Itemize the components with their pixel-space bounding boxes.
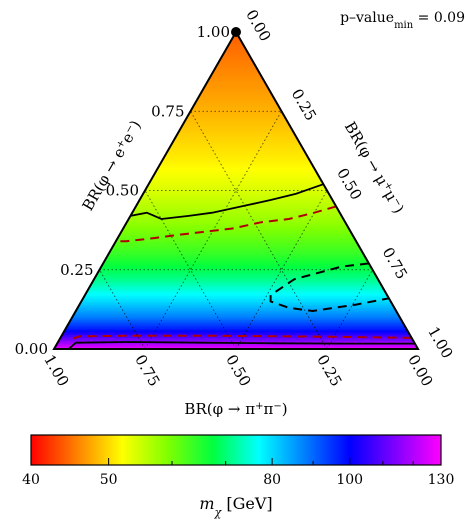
pipi-tick-2: 0.50 — [222, 352, 254, 390]
ee-tick-4: 1.00 — [197, 23, 230, 41]
colorbar-tick-marks — [30, 458, 442, 465]
mumu-tick-1: 0.25 — [288, 86, 320, 124]
ee-tick-2: 0.50 — [106, 182, 139, 200]
best-fit-point — [231, 27, 241, 37]
pvalue-annotation: p–valuemin = 0.09 — [340, 10, 465, 31]
pipi-label-suffix: ) — [282, 400, 288, 418]
pipi-tick-3: 0.25 — [313, 352, 345, 390]
pvalue-value: = 0.09 — [413, 10, 465, 26]
ee-tick-3: 0.75 — [151, 102, 184, 120]
ee-label-prefix: BR(φ → e — [79, 144, 129, 213]
pvalue-text: p–value — [340, 10, 394, 26]
contour-solid-0 — [130, 183, 324, 220]
pipi-axis-label: BR(φ → π+π−) — [184, 400, 287, 418]
pipi-label-prefix: BR(φ → π — [184, 400, 255, 418]
triangle-outline — [52, 29, 420, 350]
mumu-tick-4: 1.00 — [424, 324, 456, 362]
colorbar-label-base: m — [199, 494, 214, 513]
pipi-label-sup1: + — [255, 401, 263, 412]
colorbar-label: mχ [GeV] — [199, 494, 272, 519]
colorbar-tick-4: 130 — [428, 472, 455, 488]
pipi-tick-4: 0.00 — [404, 352, 436, 390]
contour-dashed-red-1 — [70, 334, 412, 341]
pipi-label-mid: π — [263, 400, 273, 418]
contour-dashed-red-0 — [115, 205, 337, 243]
mumu-tick-3: 0.75 — [379, 244, 411, 282]
pipi-axis-ticks: 1.00 0.75 0.50 0.25 0.00 — [40, 352, 436, 390]
contour-solid-1 — [68, 341, 415, 349]
colorbar-tick-0: 40 — [22, 472, 40, 488]
ee-tick-1: 0.25 — [60, 261, 93, 279]
colorbar-tick-labels: 40 50 80 100 130 — [22, 472, 454, 488]
contour-dashed-black-0 — [269, 262, 390, 313]
ee-tick-0: 0.00 — [15, 340, 48, 358]
pvalue-subscript: min — [394, 20, 414, 31]
mumu-tick-2: 0.50 — [333, 165, 365, 203]
pipi-label-sup2: − — [273, 401, 281, 412]
contour-layer — [68, 183, 415, 349]
colorbar-label-sub: χ — [214, 506, 223, 519]
pipi-tick-0: 1.00 — [40, 352, 72, 390]
colorbar-label-unit: [GeV] — [221, 494, 272, 513]
pipi-tick-1: 0.75 — [131, 352, 163, 390]
colorbar-tick-3: 100 — [336, 472, 363, 488]
colorbar-tick-1: 50 — [100, 472, 118, 488]
mumu-tick-0: 0.00 — [242, 7, 274, 45]
colorbar-tick-2: 80 — [263, 472, 281, 488]
ee-axis-ticks: 0.00 0.25 0.50 0.75 1.00 — [15, 23, 230, 358]
colorbar — [30, 434, 442, 466]
